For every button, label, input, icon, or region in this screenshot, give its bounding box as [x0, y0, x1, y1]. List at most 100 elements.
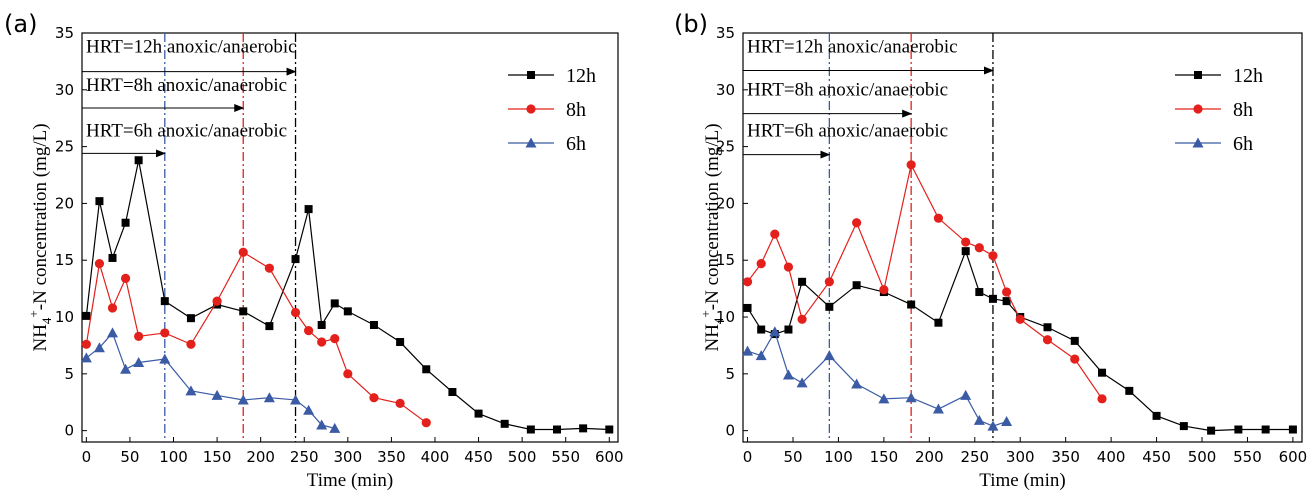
series-line-6h: [747, 330, 1007, 427]
x-tick-label: 50: [120, 448, 139, 466]
y-tick-label: 10: [716, 308, 735, 326]
data-point-6h: [303, 404, 315, 415]
data-point-12h: [757, 325, 766, 334]
data-point-12h: [265, 322, 274, 331]
y-tick-label: 15: [55, 251, 74, 269]
data-point-12h: [1288, 425, 1297, 434]
data-point-8h: [1042, 335, 1053, 345]
data-point-8h: [369, 393, 379, 403]
data-point-12h: [239, 307, 248, 316]
data-point-12h: [605, 425, 614, 434]
data-point-6h: [782, 369, 794, 380]
plot-frame: [81, 32, 619, 443]
y-tick-label: 25: [716, 138, 735, 156]
legend-label: 6h: [566, 133, 586, 155]
y-axis-title: NH4+-N concentration (mg/L): [26, 123, 54, 351]
data-point-8h: [742, 277, 753, 287]
data-point-8h: [238, 247, 248, 257]
data-point-12h: [422, 365, 431, 374]
data-point-12h: [396, 338, 405, 347]
data-point-6h: [329, 422, 341, 433]
legend-marker: [526, 104, 536, 114]
data-point-8h: [212, 296, 222, 306]
data-point-12h: [988, 294, 997, 303]
y-tick-label: 20: [55, 194, 74, 212]
legend-marker: [1194, 71, 1202, 79]
y-tick-label: 30: [55, 81, 74, 99]
data-point-8h: [304, 326, 314, 336]
data-point-6h: [960, 389, 972, 400]
data-point-12h: [1152, 411, 1161, 420]
data-point-12h: [186, 314, 195, 323]
data-point-8h: [107, 303, 118, 313]
data-point-6h: [987, 420, 999, 431]
data-point-6h: [878, 393, 890, 404]
data-point-6h: [133, 356, 145, 367]
data-point-12h: [448, 388, 457, 397]
hrt-annotation: HRT=6h anoxic/anaerobic: [747, 120, 948, 141]
data-point-12h: [1125, 386, 1134, 395]
legend-marker: [1193, 104, 1203, 114]
data-point-8h: [879, 285, 889, 295]
data-point-8h: [961, 237, 971, 247]
x-tick-label: 450: [1142, 448, 1171, 466]
data-point-8h: [81, 339, 91, 349]
x-tick-label: 400: [1097, 448, 1126, 466]
x-tick-label: 500: [1188, 448, 1217, 466]
y-tick-label: 10: [55, 308, 74, 326]
data-point-6h: [107, 327, 119, 338]
data-point-6h: [211, 389, 223, 400]
data-point-8h: [94, 259, 105, 269]
y-tick-label: 20: [716, 194, 735, 212]
data-point-12h: [160, 297, 169, 306]
chart-panel-a: (a) 0 50 100 150 200 250 300 350 400 450 500 550 600 0…: [4, 10, 624, 491]
legend-marker: [1192, 137, 1204, 148]
data-point-12h: [121, 218, 130, 227]
data-point-12h: [975, 288, 984, 297]
data-point-8h: [756, 259, 766, 269]
y-tick-label: 35: [716, 24, 735, 42]
legend-label: 8h: [566, 99, 586, 121]
data-point-12h: [304, 205, 313, 214]
data-point-12h: [579, 424, 588, 433]
data-point-8h: [974, 243, 984, 253]
data-point-8h: [824, 277, 834, 287]
data-point-12h: [1207, 426, 1216, 435]
data-point-8h: [330, 334, 340, 344]
x-tick-label: 200: [246, 448, 275, 466]
data-point-12h: [1070, 336, 1079, 345]
data-point-6h: [932, 403, 944, 414]
x-tick-label: 350: [377, 448, 406, 466]
x-tick-label: 150: [203, 448, 232, 466]
data-point-6h: [755, 350, 767, 361]
data-point-12h: [369, 320, 378, 329]
x-tick-label: 50: [783, 448, 802, 466]
data-point-12h: [852, 281, 861, 290]
x-tick-label: 0: [743, 448, 753, 466]
legend-label: 8h: [1233, 99, 1253, 121]
data-point-8h: [1070, 354, 1080, 364]
data-point-8h: [343, 369, 353, 379]
x-tick-label: 600: [595, 448, 624, 466]
data-point-8h: [186, 339, 196, 349]
data-point-12h: [798, 277, 807, 286]
legend-label: 12h: [1233, 65, 1263, 87]
data-point-6h: [159, 353, 171, 364]
legend-label: 12h: [566, 65, 596, 87]
data-point-12h: [825, 302, 834, 311]
x-axis-title: Time (min): [979, 470, 1065, 491]
x-tick-label: 100: [824, 448, 853, 466]
data-point-12h: [134, 156, 143, 165]
data-point-6h: [120, 363, 132, 374]
data-point-8h: [1097, 394, 1107, 404]
data-point-8h: [395, 398, 405, 408]
data-point-8h: [1015, 314, 1025, 324]
y-tick-label: 25: [55, 138, 74, 156]
series-line-6h: [85, 331, 335, 429]
x-tick-label: 0: [82, 448, 92, 466]
data-point-6h: [823, 350, 835, 361]
data-point-12h: [343, 307, 352, 316]
x-axis-title: Time (min): [307, 470, 393, 491]
legend-label: 6h: [1233, 133, 1253, 155]
x-tick-label: 300: [1006, 448, 1035, 466]
